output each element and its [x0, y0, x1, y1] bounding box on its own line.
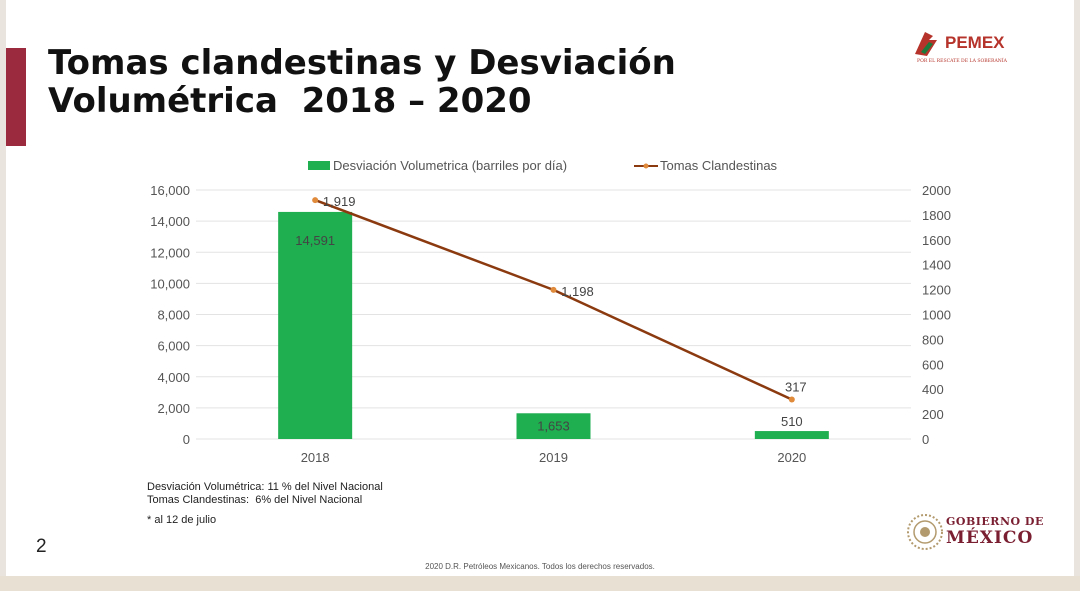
x-axis-ticks: 2018 2019 2020 [301, 450, 807, 465]
bottom-band [0, 576, 1080, 591]
line-data-label: 317 [785, 380, 807, 395]
right-tick-label: 1400 [922, 258, 951, 273]
legend: Desviación Volumetrica (barriles por día… [308, 158, 778, 173]
bar [754, 431, 829, 439]
left-tick-label: 10,000 [150, 276, 190, 291]
notes: Desviación Volumétrica: 11 % del Nivel N… [147, 481, 383, 507]
right-tick-label: 1000 [922, 308, 951, 323]
right-axis-ticks: 0 200 400 600 800 1000 1200 1400 1600 1800 2000 [922, 183, 951, 447]
left-tick-label: 0 [183, 432, 190, 447]
page-number: 2 [36, 536, 47, 557]
left-tick-label: 8,000 [157, 308, 190, 323]
line-data-label: 1,198 [561, 284, 594, 299]
bar-series [278, 211, 829, 439]
right-tick-label: 600 [922, 357, 944, 372]
right-tick-label: 1200 [922, 283, 951, 298]
bar [278, 211, 353, 439]
left-tick-label: 6,000 [157, 339, 190, 354]
right-tick-label: 400 [922, 382, 944, 397]
pemex-tagline: POR EL RESCATE DE LA SOBERANÍA [917, 57, 1008, 64]
pemex-eagle-icon [915, 32, 937, 56]
page-title: Tomas clandestinas y Desviación Volumétr… [48, 44, 676, 120]
title-line-1: Tomas clandestinas y Desviación [48, 43, 676, 83]
left-axis-ticks: 0 2,000 4,000 6,000 8,000 10,000 12,000 14,000 1… [150, 183, 190, 447]
x-tick-label: 2019 [539, 450, 568, 465]
right-tick-label: 1800 [922, 208, 951, 223]
legend-swatch-marker [643, 163, 649, 169]
copyright-footer: 2020 D.R. Petróleos Mexicanos. Todos los… [425, 562, 655, 571]
note-desviacion: Desviación Volumétrica: 11 % del Nivel N… [147, 481, 383, 493]
slide: Tomas clandestinas y Desviación Volumétr… [6, 0, 1074, 576]
line-point [788, 396, 795, 403]
right-page-edge [1074, 0, 1080, 591]
bar-data-label: 1,653 [537, 418, 570, 433]
legend-label-bar: Desviación Volumetrica (barriles por día… [333, 158, 567, 173]
legend-swatch-bar [308, 161, 330, 170]
right-tick-label: 2000 [922, 183, 951, 198]
gobierno-logo [907, 514, 943, 550]
left-tick-label: 4,000 [157, 370, 190, 385]
left-tick-label: 2,000 [157, 401, 190, 416]
accent-bar [6, 48, 26, 146]
pemex-logo: PEMEX POR EL RESCATE DE LA SOBERANÍA [915, 32, 1008, 64]
data-labels: 14,591 1,653 510 1,919 1,198 317 [295, 194, 806, 433]
bar-data-label: 14,591 [295, 233, 335, 248]
line-point [550, 286, 557, 293]
gobierno-line1: GOBIERNO DE [946, 515, 1044, 528]
title-line-2: Volumétrica 2018 – 2020 [48, 81, 532, 121]
line-point [312, 197, 319, 204]
footnote: * al 12 de julio [147, 514, 217, 526]
gobierno-line2: MÉXICO [946, 528, 1034, 548]
series-line [314, 198, 793, 401]
right-tick-label: 0 [922, 432, 929, 447]
national-seal-icon [907, 514, 943, 550]
right-tick-label: 1600 [922, 233, 951, 248]
right-tick-label: 800 [922, 332, 944, 347]
pemex-name: PEMEX [945, 33, 1005, 52]
x-tick-label: 2020 [777, 450, 806, 465]
left-tick-label: 12,000 [150, 245, 190, 260]
x-tick-label: 2018 [301, 450, 330, 465]
line-data-label: 1,919 [323, 194, 356, 209]
note-tomas: Tomas Clandestinas: 6% del Nivel Naciona… [147, 494, 363, 506]
bar-data-label: 510 [781, 414, 803, 429]
legend-label-line: Tomas Clandestinas [660, 158, 778, 173]
left-tick-label: 16,000 [150, 183, 190, 198]
left-page-edge [0, 0, 6, 591]
right-tick-label: 200 [922, 407, 944, 422]
left-tick-label: 14,000 [150, 214, 190, 229]
bar [516, 413, 591, 439]
chart: 0 2,000 4,000 6,000 8,000 10,000 12,000 14,000 1… [150, 158, 951, 465]
line-series [312, 197, 795, 403]
